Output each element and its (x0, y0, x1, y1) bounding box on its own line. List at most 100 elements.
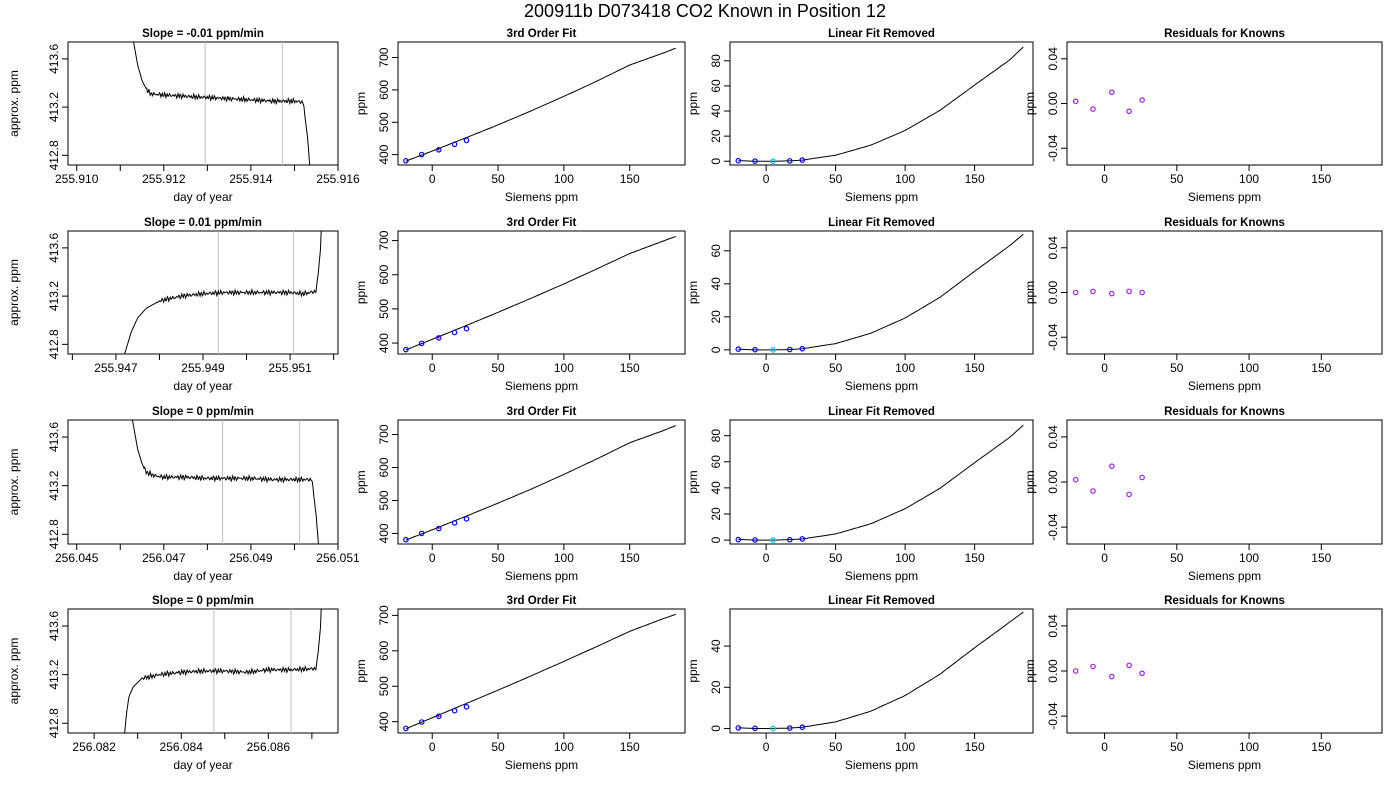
panel-resid: Residuals for Knowns 0 50 100 150 -0.04 0.00 0.… (1023, 406, 1383, 583)
x-tick-label: 50 (491, 361, 505, 375)
fit-curve (405, 613, 676, 730)
y-tick-label: 0 (709, 158, 723, 165)
y-tick-label: 413.2 (47, 659, 61, 689)
x-tick-label: 150 (1311, 172, 1331, 186)
y-tick-label: 0.04 (1046, 614, 1060, 638)
panel-fit: 3rd Order Fit 0 50 100 150 400 500 600 700 Siemen… (354, 217, 686, 393)
x-tick-label: 100 (1239, 740, 1259, 754)
y-tick-label: 500 (377, 112, 391, 132)
data-point (770, 725, 776, 732)
panel-title: Residuals for Knowns (1164, 595, 1285, 607)
x-tick-label: 255.916 (316, 172, 360, 186)
x-axis-label: Siemens ppm (505, 569, 578, 583)
x-tick-label: 0 (1101, 740, 1108, 754)
plot-area (403, 425, 676, 543)
x-tick-label: 50 (1170, 740, 1184, 754)
x-tick-label: 50 (1170, 551, 1184, 565)
panel-trace: Slope = 0.01 ppm/min 255.947 255.949 255.95… (7, 217, 339, 393)
x-axis-label: Siemens ppm (1188, 190, 1261, 204)
y-tick-label: 412.8 (47, 329, 61, 359)
y-tick-label: 500 (377, 299, 391, 319)
y-tick-label: 400 (377, 333, 391, 353)
data-point (435, 525, 442, 532)
concentration-trace (133, 42, 311, 165)
plot-area (403, 47, 676, 164)
y-tick-label: 0.04 (1046, 236, 1060, 260)
data-point (770, 537, 776, 543)
data-point (463, 325, 470, 332)
y-axis-label: ppm (686, 659, 700, 682)
y-tick-label: 400 (377, 144, 391, 164)
panel-title: 3rd Order Fit (507, 406, 577, 418)
x-tick-label: 50 (491, 551, 505, 565)
y-axis-label: ppm (354, 659, 368, 682)
panel-fit: 3rd Order Fit 0 50 100 150 400 500 600 700 Siemen… (354, 406, 686, 583)
x-axis-label: Siemens ppm (845, 379, 918, 393)
plot-frame (67, 419, 339, 545)
y-tick-label: 412.8 (47, 519, 61, 549)
panel-resid: Residuals for Knowns 0 50 100 150 -0.04 0.00 0.… (1023, 595, 1383, 772)
panel-title: Residuals for Knowns (1164, 406, 1285, 418)
data-point (1090, 288, 1096, 295)
x-tick-label: 0 (763, 740, 770, 754)
data-point (1139, 670, 1145, 677)
x-tick-label: 255.912 (142, 172, 186, 186)
x-tick-label: 150 (620, 551, 640, 565)
x-axis-label: Siemens ppm (505, 758, 578, 772)
x-tick-label: 0 (1101, 551, 1108, 565)
data-point (735, 536, 742, 543)
plot-frame (729, 419, 1034, 545)
panel-resid: Residuals for Knowns 0 50 100 150 -0.04 0.00 0.… (1023, 28, 1383, 204)
data-point (786, 536, 793, 543)
panel-title: Slope = 0.01 ppm/min (144, 217, 262, 229)
y-axis-label: ppm (354, 470, 368, 493)
data-point (735, 157, 742, 164)
y-tick-label: 40 (709, 481, 723, 495)
data-point (451, 141, 458, 148)
plot-frame (397, 41, 686, 166)
x-tick-label: 50 (829, 361, 843, 375)
x-tick-label: 255.910 (55, 172, 99, 186)
y-tick-label: 0.00 (1046, 659, 1060, 683)
data-point (1126, 108, 1132, 115)
plot-area (1072, 288, 1145, 297)
y-tick-label: 60 (709, 244, 723, 258)
plot-area (735, 424, 1024, 543)
x-tick-label: 255.914 (229, 172, 273, 186)
y-tick-label: 500 (377, 676, 391, 696)
panel-trace: Slope = -0.01 ppm/min 255.910 255.912 255.9… (7, 28, 360, 204)
x-axis-label: Siemens ppm (505, 379, 578, 393)
plot-area (735, 611, 1024, 732)
x-tick-label: 150 (620, 172, 640, 186)
panel-title: Slope = 0 ppm/min (152, 595, 254, 607)
data-point (463, 516, 470, 522)
x-tick-label: 0 (763, 551, 770, 565)
panel-fit: 3rd Order Fit 0 50 100 150 400 500 600 700 Siemen… (354, 595, 686, 772)
x-tick-label: 0 (429, 172, 436, 186)
plot-frame (67, 41, 339, 166)
data-point (1126, 288, 1132, 295)
panel-linfit: Linear Fit Removed 0 50 100 150 0 20 40 60 80 Siem… (686, 406, 1034, 583)
x-tick-label: 150 (965, 172, 985, 186)
x-tick-label: 0 (429, 740, 436, 754)
data-point (403, 536, 409, 543)
y-tick-label: 600 (377, 640, 391, 660)
y-tick-label: 600 (377, 457, 391, 477)
data-point (1109, 463, 1115, 470)
y-tick-label: 413.6 (47, 422, 61, 452)
x-tick-label: 256.084 (160, 740, 204, 754)
y-tick-label: 413.2 (47, 281, 61, 311)
x-tick-label: 150 (1311, 361, 1331, 375)
y-tick-label: 400 (377, 711, 391, 731)
panel-title: Slope = 0 ppm/min (152, 406, 254, 418)
data-point (435, 147, 442, 153)
data-point (786, 725, 793, 731)
y-tick-label: 40 (709, 639, 723, 653)
data-point (799, 157, 806, 163)
data-point (752, 346, 758, 353)
panel-title: Linear Fit Removed (828, 595, 935, 607)
y-tick-label: 400 (377, 523, 391, 543)
x-tick-label: 256.045 (55, 551, 99, 565)
panel-title: Linear Fit Removed (828, 217, 935, 229)
y-tick-label: 413.6 (47, 611, 61, 641)
